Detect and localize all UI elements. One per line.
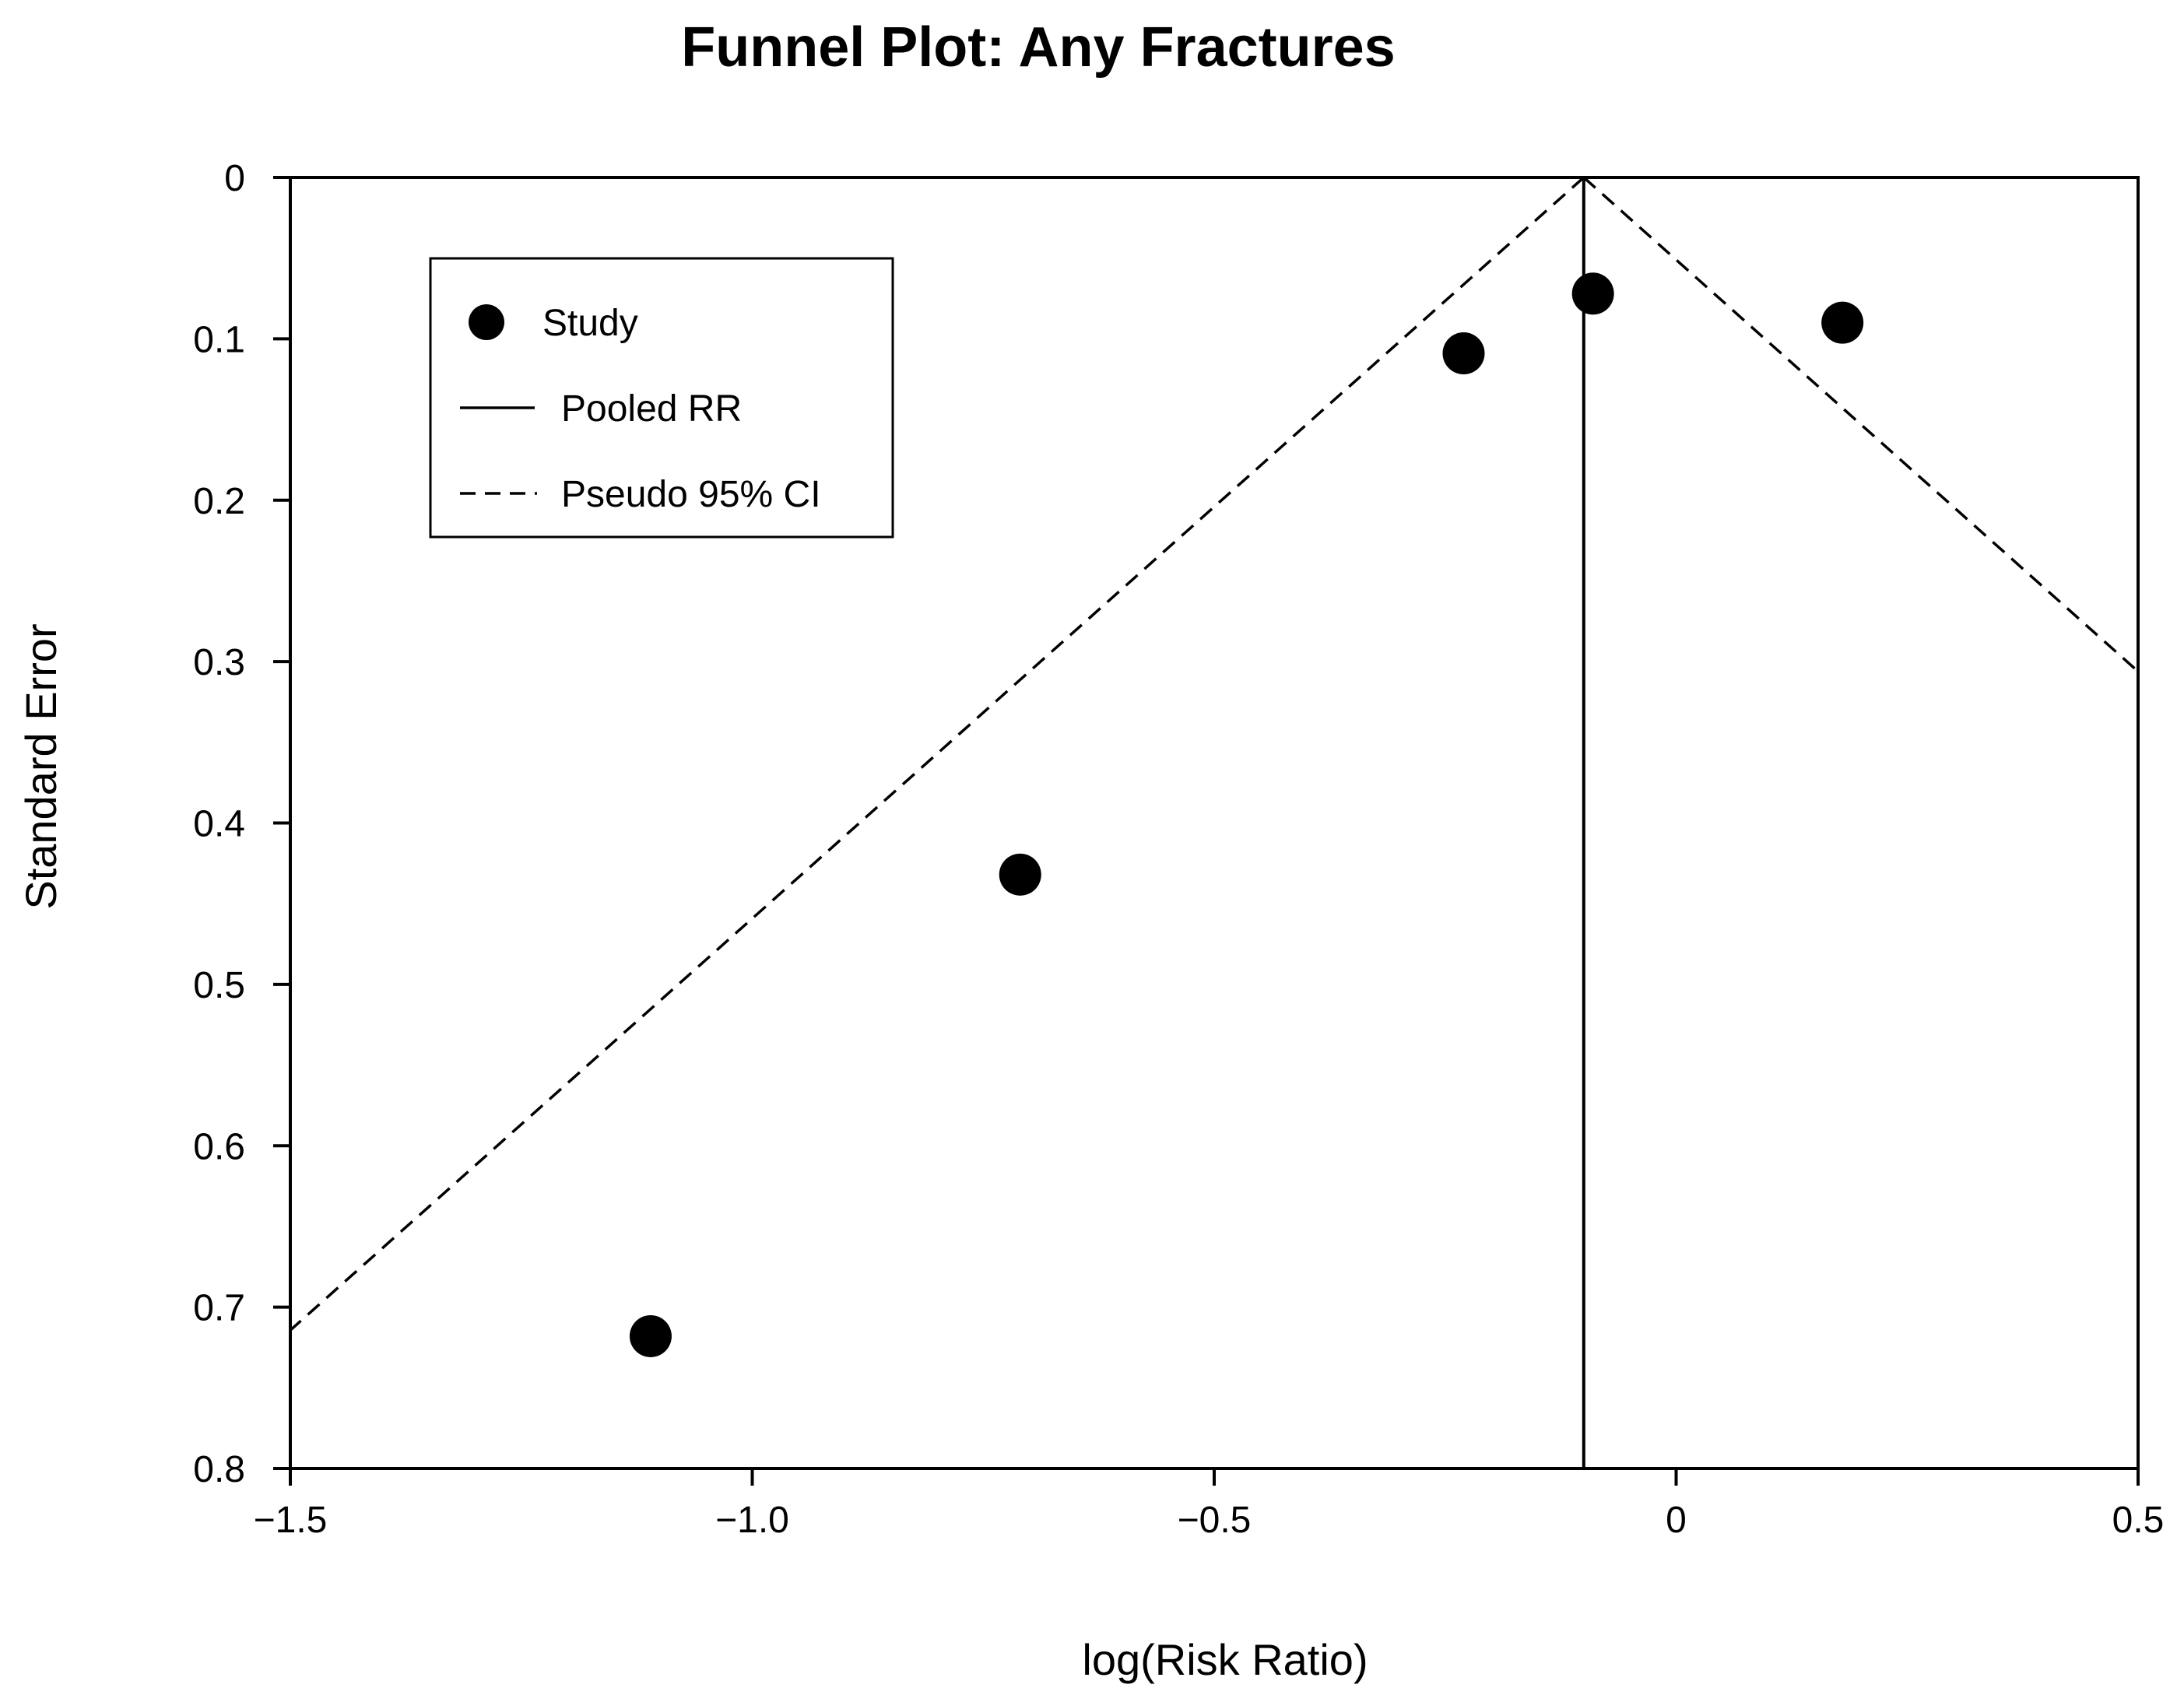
x-tick-label: −1.0 xyxy=(715,1500,789,1541)
legend: Study Pooled RR Pseudo 95% CI xyxy=(429,257,894,539)
y-tick-label: 0.7 xyxy=(193,1288,245,1329)
legend-label-pseudo-ci: Pseudo 95% CI xyxy=(561,474,821,515)
y-tick-label: 0.2 xyxy=(193,481,245,522)
legend-label-study: Study xyxy=(542,303,638,344)
study-point xyxy=(1571,272,1614,315)
study-point xyxy=(629,1314,672,1357)
legend-study-marker xyxy=(469,304,504,340)
legend-label-pooled-rr: Pooled RR xyxy=(561,388,742,430)
y-axis-label: Standard Error xyxy=(16,623,65,909)
study-point xyxy=(999,853,1041,896)
chart-title: Funnel Plot: Any Fractures xyxy=(681,16,1395,79)
x-axis-ticks: −1.5 −1.0 −0.5 0 0.5 xyxy=(254,1469,2165,1541)
study-point xyxy=(1442,332,1485,375)
x-tick-label: 0 xyxy=(1666,1500,1687,1541)
y-tick-label: 0.8 xyxy=(193,1449,245,1490)
y-tick-label: 0.3 xyxy=(193,642,245,683)
y-tick-label: 0.5 xyxy=(193,965,245,1006)
y-tick-label: 0 xyxy=(224,158,245,199)
x-axis-label: log(Risk Ratio) xyxy=(1082,1635,1368,1684)
x-tick-label: −1.5 xyxy=(254,1500,328,1541)
x-tick-label: −0.5 xyxy=(1178,1500,1252,1541)
study-point xyxy=(1821,301,1864,344)
y-tick-label: 0.1 xyxy=(193,319,245,360)
y-tick-label: 0.6 xyxy=(193,1126,245,1167)
legend-box xyxy=(429,257,894,539)
study-points xyxy=(629,272,1864,1357)
y-tick-label: 0.4 xyxy=(193,804,245,845)
funnel-lines-group xyxy=(290,177,2138,1469)
x-tick-label: 0.5 xyxy=(2112,1500,2165,1541)
pseudo-ci-right-line xyxy=(1582,177,2138,674)
y-axis-ticks: 0 0.1 0.2 0.3 0.4 0.5 0.6 0.7 0.8 xyxy=(193,158,290,1490)
